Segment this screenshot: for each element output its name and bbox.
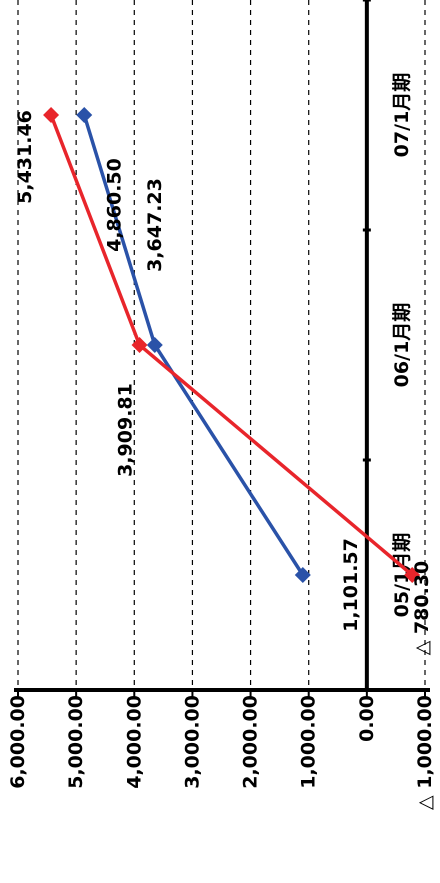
- series-1-data-label: 3,647.23: [144, 178, 166, 272]
- y-tick-label: 4,000.00: [123, 695, 145, 789]
- y-tick-label: △ 1,000.00: [414, 695, 436, 810]
- series-2-point: [404, 567, 421, 583]
- category-label: 07/1月期: [391, 73, 413, 158]
- y-tick-label: 6,000.00: [7, 695, 29, 789]
- series-1-data-label: 1,101.57: [340, 538, 362, 632]
- y-tick-label: 5,000.00: [65, 695, 87, 789]
- gridlines: [17, 0, 426, 690]
- series-2-data-label: △ 780.30: [411, 561, 433, 656]
- category-labels: 05/1月期 06/1月期 07/1月期: [391, 73, 413, 618]
- series-1-point: [294, 567, 311, 583]
- y-tick-label: 2,000.00: [240, 695, 262, 789]
- series-2-point: [131, 337, 148, 353]
- axes: [14, 0, 430, 698]
- series-2-data-label: 5,431.46: [14, 110, 36, 204]
- series-2-data-label: 3,909.81: [115, 383, 137, 477]
- category-label: 06/1月期: [391, 303, 413, 388]
- series-1-point: [76, 107, 93, 123]
- y-tick-label: 3,000.00: [181, 695, 203, 789]
- data-labels: 1,101.57 3,647.23 4,860.50 △ 780.30 3,909.81…: [14, 110, 433, 655]
- series-2-point: [43, 107, 60, 123]
- y-tick-label: 0.00: [356, 695, 378, 742]
- series-1-point: [146, 337, 163, 353]
- category-label: 05/1月期: [391, 533, 413, 618]
- y-tick-label: 1,000.00: [298, 695, 320, 789]
- y-tick-labels: 6,000.00 5,000.00 4,000.00 3,000.00 2,000.00…: [7, 695, 436, 810]
- series-1-data-label: 4,860.50: [103, 158, 125, 252]
- series: [43, 107, 421, 583]
